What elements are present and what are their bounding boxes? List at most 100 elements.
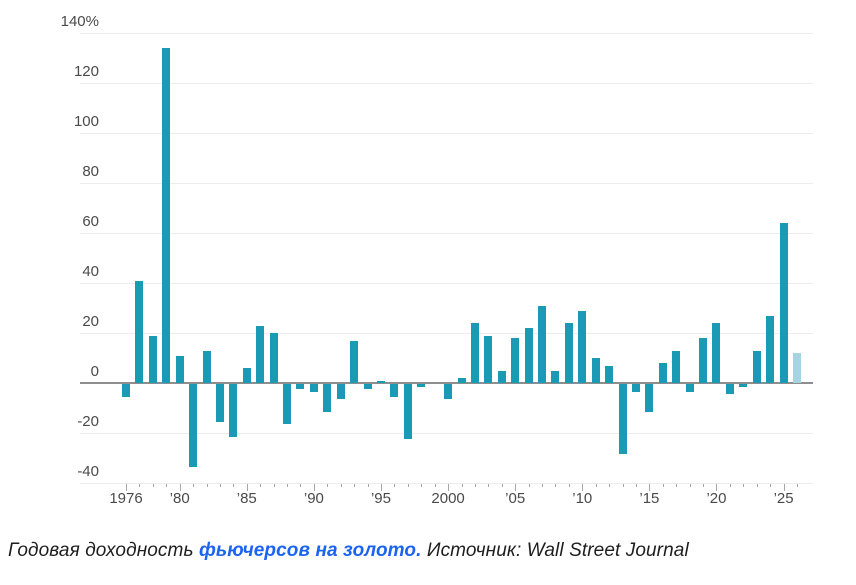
caption-suffix: Источник: Wall Street Journal	[421, 540, 689, 561]
x-minor-tick-2014	[635, 484, 637, 487]
x-major-tick-2005	[515, 484, 517, 491]
bar-2014	[631, 384, 640, 392]
x-minor-tick-1994	[367, 484, 369, 487]
x-minor-tick-1992	[340, 484, 342, 487]
bar-1980	[175, 355, 184, 383]
x-minor-tick-2023	[756, 484, 758, 487]
bar-1987	[269, 333, 278, 383]
bar-1984	[229, 384, 238, 437]
x-minor-tick-1982	[206, 484, 208, 487]
bar-2000	[444, 384, 453, 399]
bar-1978	[148, 335, 157, 383]
y-tick-label: 40	[82, 263, 99, 280]
x-tick-label: ’05	[505, 490, 526, 507]
x-minor-tick-2004	[501, 484, 503, 487]
bar-2009	[564, 323, 573, 383]
bar-2013	[618, 384, 627, 454]
x-major-tick-2025	[783, 484, 785, 491]
x-minor-tick-2003	[488, 484, 490, 487]
x-minor-tick-2012	[609, 484, 611, 487]
gridline-100	[80, 133, 813, 134]
bar-2015	[645, 384, 654, 412]
bar-2008	[551, 370, 560, 383]
gridline--20	[80, 433, 813, 434]
x-minor-tick-2026	[797, 484, 798, 487]
bar-1981	[189, 384, 198, 467]
zero-axis-line	[80, 382, 813, 384]
x-minor-tick-2016	[662, 484, 664, 487]
bar-2020	[712, 323, 721, 383]
y-tick-label: -20	[77, 413, 99, 430]
bar-2022	[739, 384, 748, 387]
x-tick-label: ’25	[773, 490, 794, 507]
gridline-20	[80, 333, 813, 334]
x-minor-tick-1999	[434, 484, 436, 487]
gridline-140	[80, 33, 813, 34]
bar-1983	[215, 384, 224, 422]
x-minor-tick-2007	[542, 484, 544, 487]
y-tick-label: 0	[90, 363, 99, 380]
x-minor-tick-1986	[260, 484, 262, 487]
x-minor-tick-1998	[421, 484, 423, 487]
gold-returns-chart: 140% 120 100 80 60 40 20 0 -20 -40 1976 ’80 ’85 ’90 ’9…	[60, 13, 813, 507]
caption-link[interactable]: фьючерсов на золото.	[198, 540, 422, 561]
x-minor-tick-2024	[770, 484, 772, 487]
x-minor-tick-1987	[273, 484, 275, 487]
x-minor-tick-1996	[394, 484, 396, 487]
x-minor-tick-1997	[407, 484, 409, 487]
bar-1977	[135, 280, 144, 383]
gridline-60	[80, 233, 813, 234]
bar-1982	[202, 350, 211, 383]
y-tick-label: 100	[73, 113, 99, 130]
bar-1986	[256, 325, 265, 383]
bar-2011	[591, 358, 600, 383]
x-minor-tick-1977	[139, 484, 141, 487]
y-tick-label: 120	[73, 63, 99, 80]
gridline-120	[80, 83, 813, 84]
x-minor-tick-2009	[568, 484, 570, 487]
x-major-tick-2010	[582, 484, 584, 491]
x-tick-label: ’90	[303, 490, 324, 507]
x-minor-tick-1993	[354, 484, 356, 487]
bar-2004	[497, 370, 506, 383]
x-minor-tick-2017	[676, 484, 678, 487]
x-tick-label: 1976	[109, 490, 143, 507]
x-tick-label: ’20	[706, 490, 727, 507]
bar-2012	[605, 365, 614, 383]
y-tick-label: 80	[82, 163, 99, 180]
x-major-tick-1990	[313, 484, 315, 491]
bar-1995	[376, 380, 385, 383]
x-major-tick-1995	[380, 484, 382, 491]
x-tick-label: ’85	[236, 490, 257, 507]
bar-1990	[309, 384, 318, 392]
x-minor-tick-2002	[474, 484, 476, 487]
x-minor-tick-1988	[287, 484, 289, 487]
bar-2016	[658, 363, 667, 383]
x-minor-tick-2001	[461, 484, 463, 487]
y-tick-label: -40	[77, 463, 99, 480]
x-tick-label: ’80	[169, 490, 190, 507]
x-major-tick-1976	[126, 484, 127, 491]
x-tick-label: ’95	[370, 490, 391, 507]
x-minor-tick-1984	[233, 484, 235, 487]
chart-caption: Годовая доходность фьючерсов на золото. …	[8, 540, 848, 562]
bar-2017	[672, 350, 681, 383]
bar-2001	[457, 378, 466, 383]
bar-1998	[417, 384, 426, 387]
bar-1989	[296, 384, 305, 389]
bar-2023	[752, 350, 761, 383]
y-tick-label: 140%	[60, 13, 99, 30]
bar-1985	[242, 368, 251, 383]
gridline-40	[80, 283, 813, 284]
x-minor-tick-1979	[166, 484, 168, 487]
bar-2026	[793, 353, 801, 383]
gridline-80	[80, 183, 813, 184]
x-major-tick-2015	[649, 484, 651, 491]
bar-2025	[779, 223, 788, 383]
y-tick-label: 20	[82, 313, 99, 330]
x-major-tick-1985	[246, 484, 248, 491]
bar-2021	[725, 384, 734, 394]
x-minor-tick-2006	[528, 484, 530, 487]
bar-2006	[524, 328, 533, 383]
